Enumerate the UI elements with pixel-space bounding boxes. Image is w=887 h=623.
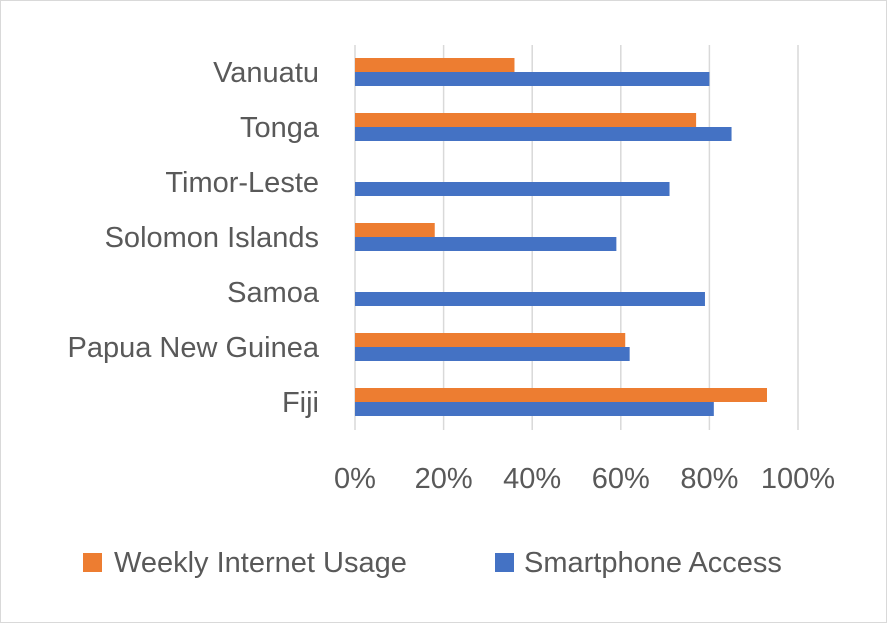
category-label-timor-leste: Timor-Leste <box>165 167 319 199</box>
category-label-vanuatu: Vanuatu <box>213 57 319 89</box>
category-label-tonga: Tonga <box>240 112 320 144</box>
legend-item-smartphone-access: Smartphone Access <box>495 547 782 579</box>
bar-timor-leste-smartphone-access <box>355 182 670 196</box>
bar-vanuatu-smartphone-access <box>355 72 710 86</box>
category-label-papua-new-guinea: Papua New Guinea <box>68 332 320 364</box>
bar-tonga-smartphone-access <box>355 127 732 141</box>
x-tick-label-100: 100% <box>761 463 835 495</box>
category-label-solomon-islands: Solomon Islands <box>105 222 319 254</box>
legend-swatch-weekly-internet-usage <box>83 553 102 572</box>
legend-item-weekly-internet-usage: Weekly Internet Usage <box>83 547 407 579</box>
bar-vanuatu-weekly-internet-usage <box>355 58 515 72</box>
x-tick-label-20: 20% <box>415 463 473 495</box>
bar-papua-new-guinea-smartphone-access <box>355 347 630 361</box>
bar-fiji-smartphone-access <box>355 402 714 416</box>
legend-swatch-smartphone-access <box>495 553 514 572</box>
category-label-fiji: Fiji <box>282 387 319 419</box>
legend-label-smartphone-access: Smartphone Access <box>524 547 782 579</box>
legend-label-weekly-internet-usage: Weekly Internet Usage <box>114 547 407 579</box>
legend: Weekly Internet Usage Smartphone Access <box>83 547 782 579</box>
x-tick-labels: 0% 20% 40% 60% 80% 100% <box>334 463 835 495</box>
bar-solomon-islands-smartphone-access <box>355 237 617 251</box>
bar-solomon-islands-weekly-internet-usage <box>355 223 435 237</box>
x-tick-label-60: 60% <box>592 463 650 495</box>
x-tick-label-80: 80% <box>680 463 738 495</box>
category-label-samoa: Samoa <box>227 277 320 309</box>
x-tick-label-0: 0% <box>334 463 376 495</box>
bar-samoa-smartphone-access <box>355 292 705 306</box>
category-labels: Vanuatu Tonga Timor-Leste Solomon Islands Sa… <box>68 57 320 419</box>
bar-tonga-weekly-internet-usage <box>355 113 697 127</box>
bar-fiji-weekly-internet-usage <box>355 388 767 402</box>
bars <box>355 58 767 416</box>
bar-papua-new-guinea-weekly-internet-usage <box>355 333 626 347</box>
x-tick-label-40: 40% <box>503 463 561 495</box>
